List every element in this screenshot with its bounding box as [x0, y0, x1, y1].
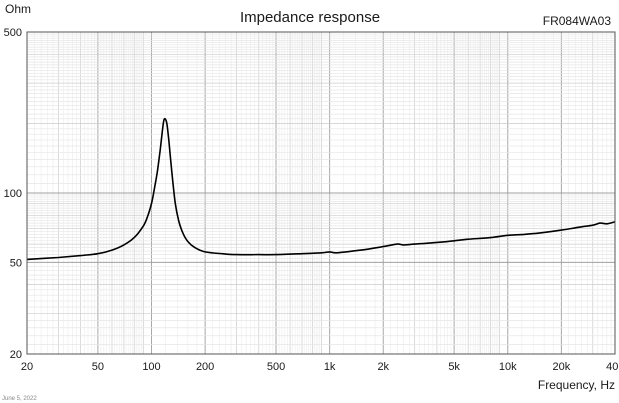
model-name: FR084WA03: [543, 14, 612, 28]
x-tick-label: 500: [267, 361, 285, 373]
series-group: [26, 117, 616, 261]
y-axis-label: Ohm: [5, 2, 31, 16]
y-tick-label: 50: [10, 257, 22, 269]
y-tick-labels: 20 50 100 500: [4, 27, 22, 361]
x-tick-labels: 20 50 100 200 500 1k 2k 5k 10k 20k 40k: [21, 361, 619, 373]
x-tick-label: 200: [196, 361, 214, 373]
chart-title: Impedance response: [240, 9, 380, 26]
x-tick-label: 50: [92, 361, 104, 373]
grid: [26, 31, 616, 355]
y-tick-label: 500: [4, 27, 22, 39]
y-tick-label: 20: [10, 349, 22, 361]
plot-frame: [26, 31, 616, 355]
x-tick-label: 1k: [324, 361, 336, 373]
date-stamp: June 5, 2022: [2, 396, 37, 402]
x-axis-label: Frequency, Hz: [538, 378, 615, 392]
x-tick-label: 2k: [377, 361, 389, 373]
x-tick-label: 10k: [499, 361, 517, 373]
x-tick-label: 20k: [553, 361, 571, 373]
y-tick-label: 100: [4, 188, 22, 200]
x-tick-label: 100: [142, 361, 160, 373]
x-tick-label: 5k: [448, 361, 460, 373]
x-tick-label: 20: [21, 361, 33, 373]
x-tick-label: 40k: [606, 361, 619, 373]
impedance-curve: [26, 117, 616, 261]
